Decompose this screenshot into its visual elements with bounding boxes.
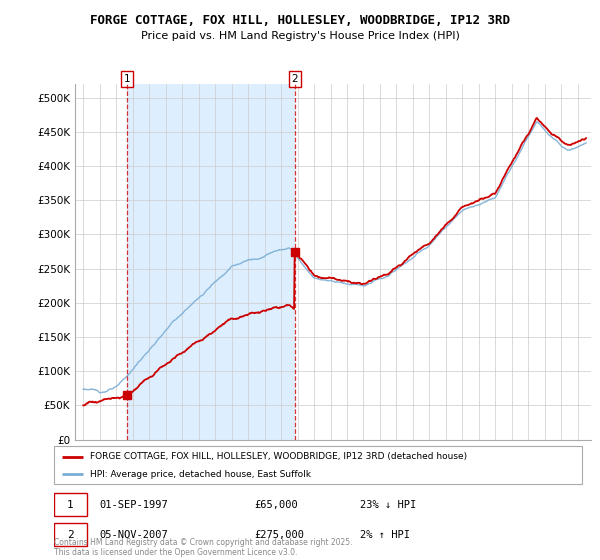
- Text: 2: 2: [67, 530, 74, 540]
- Text: Price paid vs. HM Land Registry's House Price Index (HPI): Price paid vs. HM Land Registry's House …: [140, 31, 460, 41]
- FancyBboxPatch shape: [54, 523, 87, 547]
- Text: Contains HM Land Registry data © Crown copyright and database right 2025.
This d: Contains HM Land Registry data © Crown c…: [54, 538, 353, 557]
- Text: HPI: Average price, detached house, East Suffolk: HPI: Average price, detached house, East…: [90, 470, 311, 479]
- Text: 2% ↑ HPI: 2% ↑ HPI: [360, 530, 410, 540]
- Text: 1: 1: [67, 500, 74, 510]
- FancyBboxPatch shape: [54, 446, 582, 484]
- Text: 23% ↓ HPI: 23% ↓ HPI: [360, 500, 416, 510]
- FancyBboxPatch shape: [54, 493, 87, 516]
- Text: FORGE COTTAGE, FOX HILL, HOLLESLEY, WOODBRIDGE, IP12 3RD: FORGE COTTAGE, FOX HILL, HOLLESLEY, WOOD…: [90, 14, 510, 27]
- Text: £275,000: £275,000: [254, 530, 305, 540]
- Text: FORGE COTTAGE, FOX HILL, HOLLESLEY, WOODBRIDGE, IP12 3RD (detached house): FORGE COTTAGE, FOX HILL, HOLLESLEY, WOOD…: [90, 452, 467, 461]
- Text: 05-NOV-2007: 05-NOV-2007: [99, 530, 167, 540]
- Text: 01-SEP-1997: 01-SEP-1997: [99, 500, 167, 510]
- Text: 2: 2: [292, 74, 298, 84]
- Text: £65,000: £65,000: [254, 500, 298, 510]
- Text: 1: 1: [124, 74, 131, 84]
- Bar: [127, 84, 295, 440]
